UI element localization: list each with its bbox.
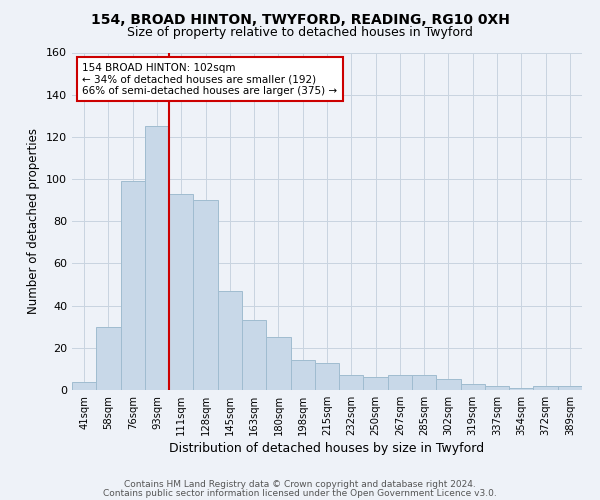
- Text: 154, BROAD HINTON, TWYFORD, READING, RG10 0XH: 154, BROAD HINTON, TWYFORD, READING, RG1…: [91, 12, 509, 26]
- Text: Contains public sector information licensed under the Open Government Licence v3: Contains public sector information licen…: [103, 488, 497, 498]
- Bar: [388, 375, 412, 390]
- Bar: [558, 386, 582, 390]
- X-axis label: Distribution of detached houses by size in Twyford: Distribution of detached houses by size …: [169, 442, 485, 455]
- Bar: [485, 386, 509, 390]
- Bar: [218, 291, 242, 390]
- Bar: [315, 362, 339, 390]
- Bar: [193, 200, 218, 390]
- Bar: [533, 386, 558, 390]
- Bar: [339, 375, 364, 390]
- Y-axis label: Number of detached properties: Number of detached properties: [28, 128, 40, 314]
- Bar: [145, 126, 169, 390]
- Bar: [290, 360, 315, 390]
- Text: 154 BROAD HINTON: 102sqm
← 34% of detached houses are smaller (192)
66% of semi-: 154 BROAD HINTON: 102sqm ← 34% of detach…: [82, 62, 337, 96]
- Bar: [436, 380, 461, 390]
- Bar: [266, 338, 290, 390]
- Bar: [412, 375, 436, 390]
- Bar: [121, 181, 145, 390]
- Bar: [364, 378, 388, 390]
- Bar: [72, 382, 96, 390]
- Text: Contains HM Land Registry data © Crown copyright and database right 2024.: Contains HM Land Registry data © Crown c…: [124, 480, 476, 489]
- Bar: [242, 320, 266, 390]
- Text: Size of property relative to detached houses in Twyford: Size of property relative to detached ho…: [127, 26, 473, 39]
- Bar: [461, 384, 485, 390]
- Bar: [96, 326, 121, 390]
- Bar: [169, 194, 193, 390]
- Bar: [509, 388, 533, 390]
